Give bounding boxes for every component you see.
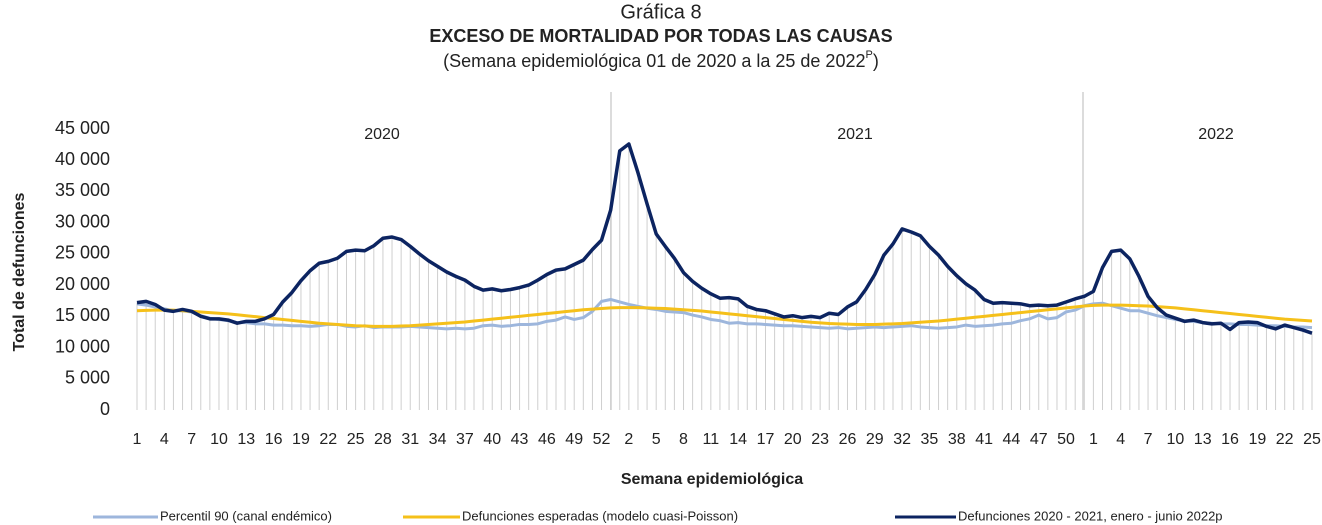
x-tick-label: 37 <box>456 431 474 448</box>
x-tick-label: 32 <box>893 431 911 448</box>
x-tick-label: 35 <box>921 431 939 448</box>
chart-subtitle: (Semana epidemiológica 01 de 2020 a la 2… <box>443 49 879 71</box>
y-tick-label: 25 000 <box>55 243 110 263</box>
x-tick-label: 10 <box>1166 431 1184 448</box>
x-tick-label: 1 <box>133 431 142 448</box>
x-tick-label: 22 <box>1276 431 1294 448</box>
x-tick-label: 10 <box>210 431 228 448</box>
x-tick-label: 16 <box>265 431 283 448</box>
chart-title: EXCESO DE MORTALIDAD POR TODAS LAS CAUSA… <box>429 26 892 46</box>
y-tick-label: 0 <box>100 399 110 419</box>
x-tick-label: 13 <box>1194 431 1212 448</box>
x-tick-label: 19 <box>1248 431 1266 448</box>
subtitle-text: (Semana epidemiológica 01 de 2020 a la 2… <box>443 51 865 71</box>
x-tick-label: 14 <box>729 431 747 448</box>
year-label: 2021 <box>837 126 873 143</box>
x-tick-label: 17 <box>757 431 775 448</box>
x-tick-label: 16 <box>1221 431 1239 448</box>
x-tick-label: 50 <box>1057 431 1075 448</box>
x-tick-label: 41 <box>975 431 993 448</box>
series-line <box>136 142 1313 335</box>
subtitle-sup: P <box>865 49 872 61</box>
x-tick-label: 28 <box>374 431 392 448</box>
y-tick-label: 10 000 <box>55 336 110 356</box>
y-tick-label: 15 000 <box>55 305 110 325</box>
x-tick-label: 11 <box>703 431 720 448</box>
y-tick-label: 35 000 <box>55 180 110 200</box>
y-tick-label: 20 000 <box>55 274 110 294</box>
legend-label: Defunciones 2020 - 2021, enero - junio 2… <box>958 508 1223 523</box>
x-tick-label: 25 <box>1303 431 1321 448</box>
x-tick-label: 19 <box>292 431 310 448</box>
x-tick-label: 8 <box>679 431 688 448</box>
y-tick-label: 45 000 <box>55 118 110 138</box>
x-tick-label: 38 <box>948 431 966 448</box>
x-tick-label: 13 <box>237 431 255 448</box>
x-tick-label: 43 <box>511 431 529 448</box>
x-tick-label: 22 <box>319 431 337 448</box>
x-tick-label: 7 <box>187 431 196 448</box>
legend-label: Defunciones esperadas (modelo cuasi-Pois… <box>462 508 738 523</box>
x-tick-label: 4 <box>160 431 169 448</box>
x-tick-label: 52 <box>593 431 611 448</box>
x-tick-label: 34 <box>429 431 447 448</box>
chart-title-top: Gráfica 8 <box>620 1 701 23</box>
x-tick-label: 31 <box>401 431 419 448</box>
x-tick-label: 40 <box>483 431 501 448</box>
legend-label: Percentil 90 (canal endémico) <box>160 508 332 523</box>
x-tick-label: 4 <box>1116 431 1125 448</box>
x-tick-label: 5 <box>652 431 661 448</box>
x-tick-label: 1 <box>1089 431 1098 448</box>
year-label: 2020 <box>364 126 400 143</box>
y-tick-label: 30 000 <box>55 211 110 231</box>
x-tick-label: 7 <box>1144 431 1153 448</box>
x-tick-label: 23 <box>811 431 829 448</box>
x-tick-label: 46 <box>538 431 556 448</box>
x-tick-label: 44 <box>1003 431 1021 448</box>
x-axis-title: Semana epidemiológica <box>621 471 803 488</box>
year-label: 2022 <box>1198 126 1234 143</box>
subtitle-end: ) <box>873 51 879 71</box>
x-tick-label: 20 <box>784 431 802 448</box>
y-tick-label: 40 000 <box>55 149 110 169</box>
x-tick-label: 49 <box>565 431 583 448</box>
x-tick-label: 2 <box>624 431 633 448</box>
y-axis-title: Total de defunciones <box>11 192 28 351</box>
y-tick-label: 5 000 <box>65 368 110 388</box>
x-tick-label: 25 <box>347 431 365 448</box>
x-tick-label: 26 <box>839 431 857 448</box>
series-line <box>136 303 1313 328</box>
drop-lines <box>136 143 1313 410</box>
x-tick-label: 29 <box>866 431 884 448</box>
x-tick-label: 47 <box>1030 431 1048 448</box>
